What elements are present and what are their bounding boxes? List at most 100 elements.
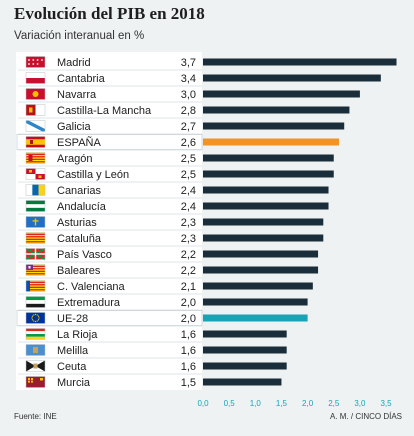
bar (203, 298, 308, 306)
highlight-row-box (16, 134, 203, 150)
x-tick-label: 0,5 (224, 399, 236, 408)
bar (203, 218, 324, 226)
category-label: Madrid (57, 57, 91, 69)
galicia-flag-icon (25, 120, 46, 132)
bar (203, 314, 308, 322)
category-label: Canarias (57, 185, 102, 197)
category-label: Melilla (57, 345, 89, 357)
category-label: UE-28 (57, 313, 88, 325)
cantabria-flag-icon (25, 72, 46, 84)
label-table-background (16, 52, 202, 390)
bar (203, 346, 287, 354)
bar (203, 362, 287, 370)
category-label: País Vasco (57, 249, 112, 261)
value-label: 2,2 (181, 265, 196, 277)
bar (203, 234, 324, 242)
value-label: 1,6 (181, 361, 196, 373)
eu-flag-icon (25, 312, 46, 324)
c-valenciana-flag-icon (25, 280, 46, 292)
category-label: Castilla-La Mancha (57, 105, 152, 117)
category-label: Extremadura (57, 297, 121, 309)
category-label: Andalucía (57, 201, 107, 213)
asturias-flag-icon (25, 216, 46, 228)
bar (203, 378, 282, 386)
aragon-flag-icon (25, 152, 46, 164)
value-label: 1,6 (181, 329, 196, 341)
bar (203, 170, 334, 178)
melilla-flag-icon (25, 344, 46, 356)
chart-title: Evolución del PIB en 2018 (14, 4, 205, 23)
x-tick-label: 1,5 (276, 399, 288, 408)
x-tick-label: 2,0 (302, 399, 314, 408)
category-label: Cantabria (57, 73, 106, 85)
castilla-la-mancha-flag-icon (25, 104, 46, 116)
value-label: 2,4 (181, 201, 196, 213)
category-label: Asturias (57, 217, 97, 229)
category-label: Murcia (57, 377, 91, 389)
bar (203, 266, 319, 274)
category-label: Galicia (57, 121, 92, 133)
highlight-row-box (16, 310, 203, 326)
value-label: 2,3 (181, 233, 196, 245)
value-label: 3,7 (181, 57, 196, 69)
bar (203, 58, 397, 66)
category-label: La Rioja (57, 329, 98, 341)
navarra-flag-icon (25, 88, 46, 100)
value-label: 2,5 (181, 169, 196, 181)
murcia-flag-icon (25, 376, 46, 388)
andalucia-flag-icon (25, 200, 46, 212)
canarias-flag-icon (25, 184, 46, 196)
value-label: 2,2 (181, 249, 196, 261)
value-label: 2,4 (181, 185, 196, 197)
category-label: Cataluña (57, 233, 102, 245)
category-label: Aragón (57, 153, 92, 165)
castilla-y-leon-flag-icon (25, 168, 46, 180)
x-tick-label: 2,5 (328, 399, 340, 408)
value-label: 2,5 (181, 153, 196, 165)
bar (203, 74, 381, 82)
bar (203, 122, 345, 130)
value-label: 1,6 (181, 345, 196, 357)
bar (203, 186, 329, 194)
x-tick-label: 3,0 (354, 399, 366, 408)
category-label: C. Valenciana (57, 281, 126, 293)
ceuta-flag-icon (25, 360, 46, 372)
credit-note: A. M. / CINCO DÍAS (329, 412, 402, 421)
la-rioja-flag-icon (25, 328, 46, 340)
value-label: 2,0 (181, 297, 196, 309)
bar (203, 250, 319, 258)
extremadura-flag-icon (25, 296, 46, 308)
category-label: Castilla y León (57, 169, 129, 181)
bar (203, 330, 287, 338)
value-label: 2,3 (181, 217, 196, 229)
bar (203, 202, 329, 210)
value-label: 3,4 (181, 73, 196, 85)
bar (203, 154, 334, 162)
value-label: 2,6 (181, 137, 196, 149)
bar (203, 106, 350, 114)
x-tick-label: 3,5 (380, 399, 392, 408)
bar (203, 138, 339, 146)
espana-flag-icon (25, 136, 46, 148)
baleares-flag-icon (25, 264, 46, 276)
value-label: 3,0 (181, 89, 196, 101)
value-label: 2,0 (181, 313, 196, 325)
category-label: Navarra (57, 89, 97, 101)
source-note: Fuente: INE (14, 412, 57, 421)
chart-subtitle: Variación interanual en % (14, 30, 145, 42)
cataluna-flag-icon (25, 232, 46, 244)
pais-vasco-flag-icon (25, 247, 46, 261)
bar (203, 90, 360, 98)
category-label: Baleares (57, 265, 101, 277)
category-label: ESPAÑA (57, 136, 101, 149)
x-tick-label: 1,0 (250, 399, 262, 408)
bar (203, 282, 313, 290)
value-label: 1,5 (181, 377, 196, 389)
madrid-flag-icon (25, 56, 46, 68)
category-label: Ceuta (57, 361, 87, 373)
value-label: 2,1 (181, 281, 196, 293)
value-label: 2,7 (181, 121, 196, 133)
value-label: 2,8 (181, 105, 196, 117)
x-tick-label: 0,0 (197, 399, 209, 408)
